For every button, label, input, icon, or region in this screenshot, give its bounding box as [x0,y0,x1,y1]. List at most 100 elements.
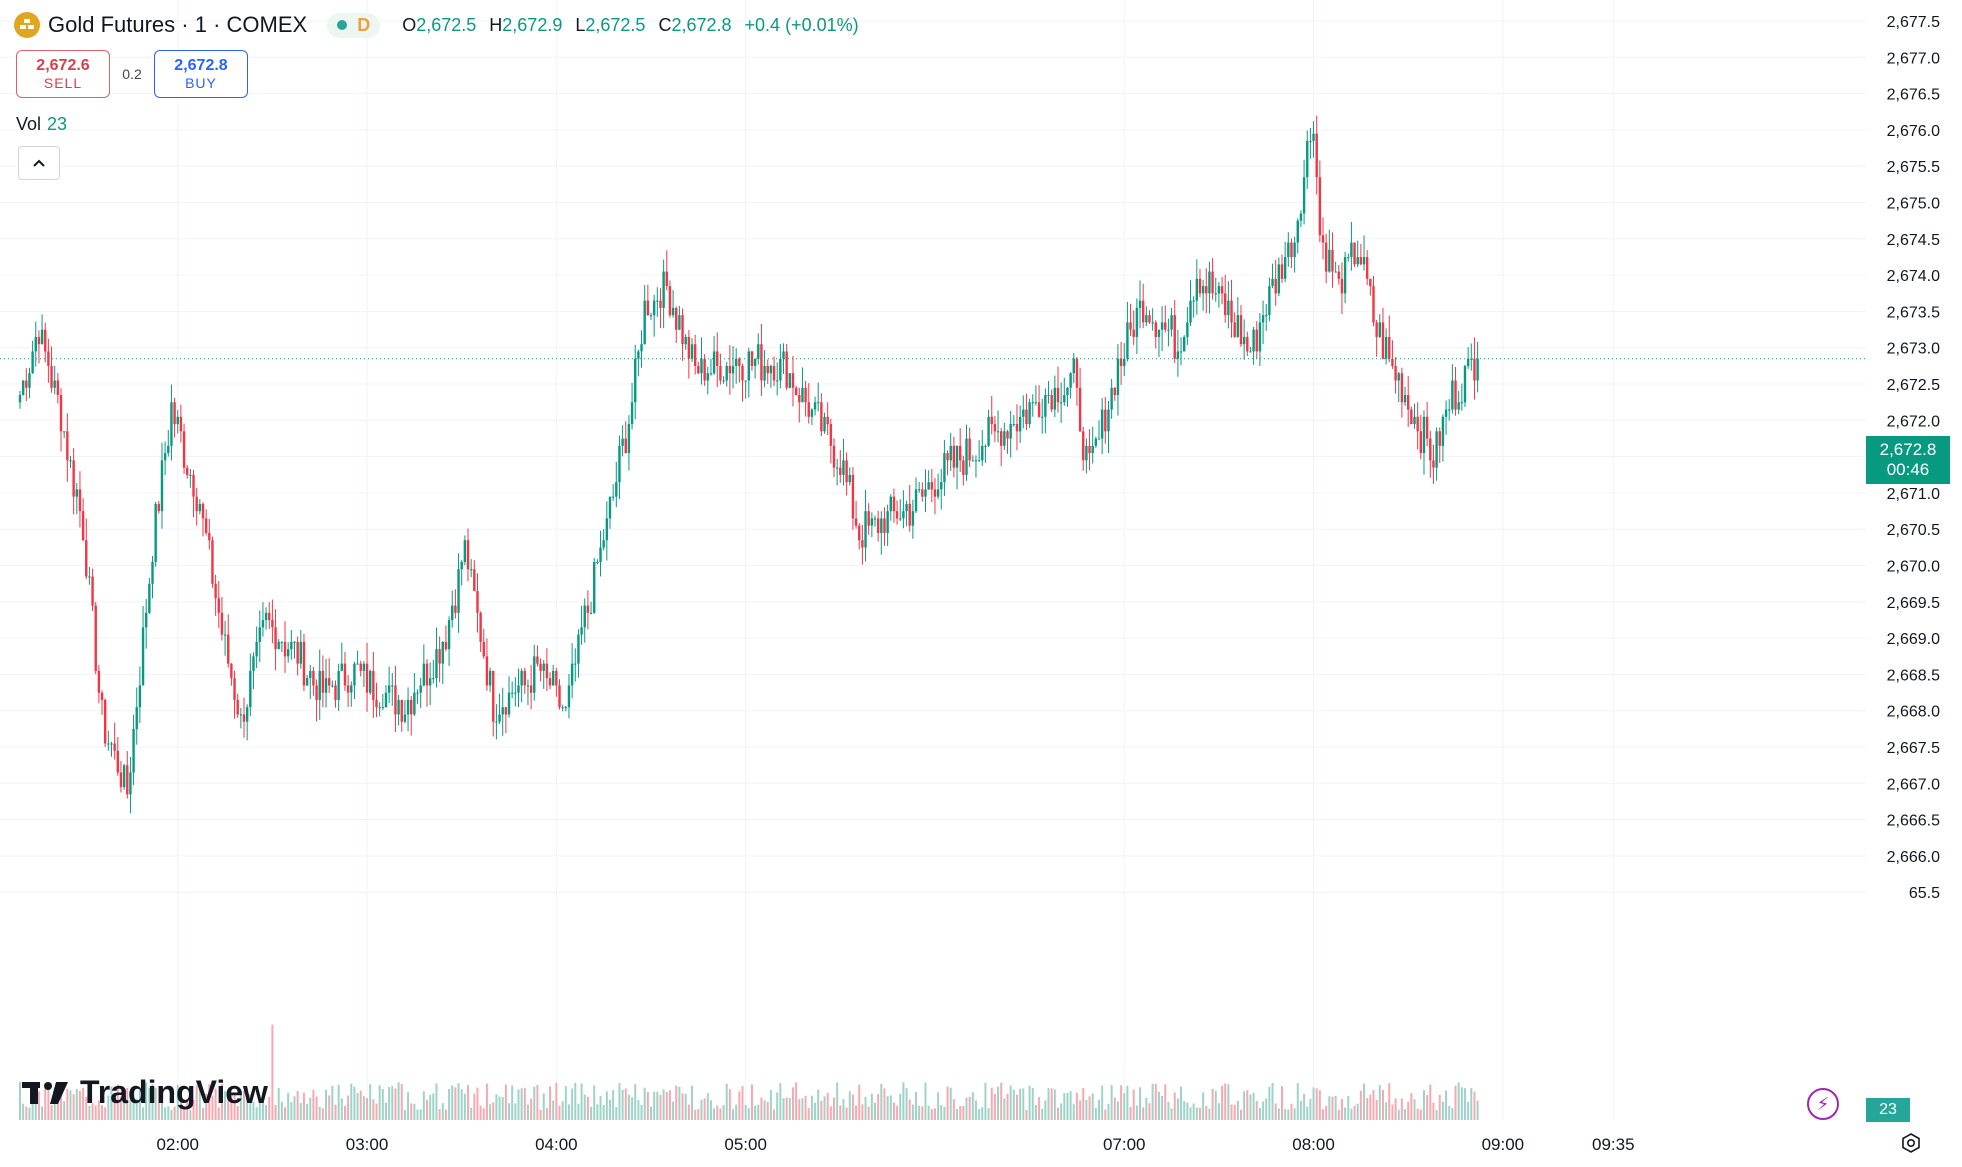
time-axis-label: 05:00 [724,1135,767,1154]
candle-body [378,707,381,709]
volume-bar [467,1085,470,1120]
volume-bar [921,1106,924,1120]
volume-bar [444,1109,447,1120]
volume-bar [116,1084,119,1120]
candle-body [697,365,700,374]
candle-body [1476,358,1479,381]
symbol-title[interactable]: Gold Futures · 1 · COMEX [48,12,308,37]
candle-body [1003,431,1006,446]
candle-body [624,438,627,454]
candle-body [50,365,53,388]
candle-body [410,699,413,715]
volume-bar [968,1096,971,1120]
candle-body [126,765,129,795]
candle-body [889,496,892,512]
volume-bar [599,1096,602,1120]
candle-body [1201,286,1205,294]
candle-body [1290,242,1293,258]
candle-body [848,474,851,483]
buy-button[interactable]: 2,672.8 BUY [154,50,248,98]
volume-bar [1388,1083,1391,1120]
volume-bar [441,1103,444,1120]
volume-bar [577,1103,580,1120]
sell-label: SELL [43,75,83,91]
chevron-up-icon [33,159,45,167]
low-value: 2,672.5 [585,14,646,35]
volume-bar [1060,1103,1063,1120]
volume-bar [902,1082,905,1120]
candle-body [750,351,754,366]
volume-bar [637,1100,640,1120]
candle-body [1230,300,1233,323]
volume-bar [1123,1093,1126,1120]
volume-bar [1328,1096,1331,1120]
volume-bar [1476,1100,1479,1120]
volume-bar [1303,1094,1306,1120]
lightning-icon[interactable]: ⚡ [1807,1088,1839,1120]
candle-body [1425,416,1429,439]
candle-body [1151,322,1154,324]
volume-bar [845,1107,848,1120]
price-axis-label: 2,676.5 [1887,87,1940,104]
volume-bar [1293,1108,1296,1120]
volume-bar [198,1082,201,1120]
volume-bar [1363,1083,1366,1120]
high-value: 2,672.9 [502,14,563,35]
volume-bar [82,1087,85,1120]
candle-body [984,445,987,447]
volume-bar [1217,1103,1220,1120]
candle-body [671,307,675,316]
volume-bar [1075,1092,1078,1120]
candle-body [1069,373,1072,388]
candle-body [1205,286,1208,294]
settings-icon[interactable] [1898,1130,1924,1156]
candle-body [965,438,968,475]
volume-bar [981,1107,984,1120]
volume-bar [1012,1089,1015,1120]
sell-button[interactable]: 2,672.6 SELL [16,50,110,98]
candle-body [451,605,454,621]
candle-body [634,358,637,403]
volume-bar [463,1093,466,1120]
volume-bar [126,1087,129,1120]
candle-body [1299,213,1303,221]
candle-body [583,605,586,628]
candle-body [1006,431,1009,439]
volume-bar [1268,1086,1271,1120]
volume-bar [1309,1098,1312,1120]
candle-body [1353,242,1356,265]
candle-body [62,431,66,433]
candle-body [810,409,814,417]
volume-bar [1249,1094,1252,1120]
volume-bar [60,1083,63,1120]
candle-body [835,467,839,469]
volume-bar [91,1103,94,1120]
volume-bar [504,1084,507,1120]
buy-label: BUY [185,75,217,91]
volume-bar [612,1090,615,1120]
tradingview-logo[interactable]: TradingView [22,1074,268,1111]
candle-body [981,445,984,461]
volume-bar [246,1095,249,1120]
volume-bar [88,1105,91,1120]
candle-body [627,424,631,454]
volume-bar [321,1108,324,1120]
market-status-badge[interactable]: D [327,12,381,38]
volume-bars [19,1024,1479,1120]
volume-bar [1101,1085,1104,1120]
volume-bar [697,1109,700,1120]
volume-bar [549,1086,552,1120]
candle-body [239,714,243,716]
volume-bar [956,1109,959,1120]
volume-bar [555,1082,558,1120]
candle-body [359,663,362,671]
candle-body [782,351,785,359]
candle-body [1302,177,1306,214]
candle-body [488,670,492,686]
price-axis-label: 2,673.0 [1887,341,1940,358]
candle-body [249,670,252,708]
candle-body [1145,315,1148,323]
candle-body [182,431,186,468]
collapse-legend-button[interactable] [18,146,60,180]
